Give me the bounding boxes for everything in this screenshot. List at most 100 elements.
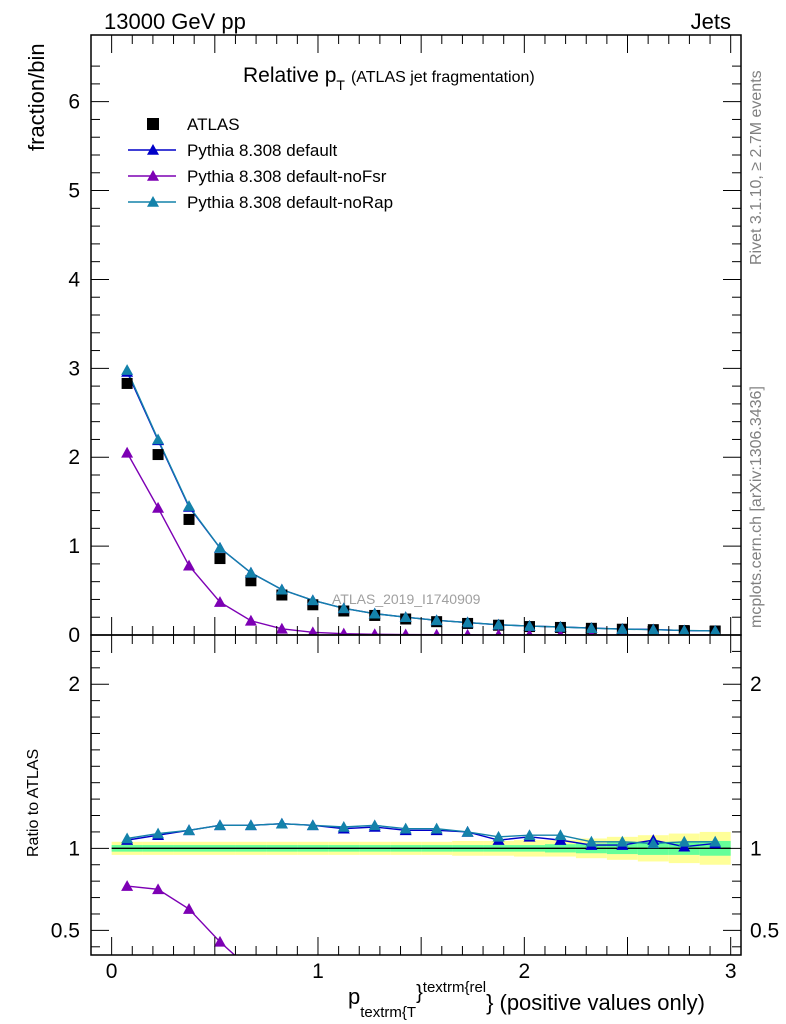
ratio-data-point-2 [121,832,134,844]
data-point-series-3 [306,594,319,606]
y-tick-label: 5 [68,180,80,203]
ratio-data-point-2 [306,819,319,831]
legend-marker-3 [147,196,159,207]
ratio-y-tick-label: 0.5 [51,919,80,942]
data-point-series-2 [339,627,348,635]
data-point-atlas [214,553,226,565]
data-point-atlas [152,449,164,461]
x-axis-label-superscript: textrm{rel [423,979,486,996]
ratio-data-point-2 [152,827,165,839]
rivet-version-label: Rivet 3.1.10, ≥ 2.7M events [748,70,765,265]
data-point-series-3 [399,611,412,623]
data-point-series-3 [183,500,196,511]
ratio-data-point-2 [647,837,660,849]
x-axis-label-subscript: textrm{T [360,1004,416,1021]
data-point-series-3 [337,602,350,614]
main-y-axis-label: fraction/bin [24,43,49,151]
data-point-series-2 [526,628,533,635]
ratio-data-point-2 [368,819,381,831]
data-point-series-2 [152,501,165,513]
ratio-y-tick-label: 2 [68,673,80,696]
ratio-data-point-1 [152,883,165,895]
data-point-atlas [245,575,257,587]
ratio-y-tick-label-right: 0.5 [750,919,779,942]
ratio-series-line-2 [127,823,716,845]
header-jets-label: Jets [691,9,731,34]
data-point-series-3 [709,624,721,635]
data-point-atlas [121,377,133,389]
legend-label-2: Pythia 8.308 default-noFsr [187,167,387,186]
mcplots-label: mcplots.cern.ch [arXiv:1306.3436] [748,386,765,628]
data-point-series-2 [213,596,226,607]
ratio-data-point-1 [462,1004,474,1015]
series-line-2 [126,452,716,635]
ratio-data-point-1 [245,964,257,975]
y-tick-label: 4 [68,268,80,291]
data-point-series-3 [647,623,660,635]
data-point-series-2 [495,628,502,635]
chart-title-paren: (ATLAS jet fragmentation) [351,69,535,86]
data-point-series-3 [275,583,288,595]
data-point-series-3 [678,624,691,635]
data-point-series-2 [464,628,472,635]
ratio-data-point-2 [709,835,722,847]
chart-title-main: Relative p [243,64,336,87]
chart-title: Relative pT (ATLAS jet fragmentation) [243,64,535,93]
data-point-series-2 [557,628,564,635]
ratio-data-point-1 [183,903,196,914]
ratio-data-point-2 [678,835,691,847]
ratio-data-point-1 [213,935,226,947]
ratio-data-point-2 [430,822,443,834]
y-tick-label: 1 [68,535,80,558]
ratio-data-point-2 [275,817,288,829]
data-point-series-3 [523,620,536,631]
data-point-series-2 [121,446,134,458]
analysis-watermark: ATLAS_2019_I1740909 [332,591,481,607]
ratio-data-point-2 [461,825,474,837]
header-energy-label: 13000 GeV pp [104,9,246,34]
x-axis-label-brace1: } [416,982,423,1004]
data-point-series-2 [433,628,441,635]
ratio-data-point-1 [709,1006,721,1017]
ratio-data-point-2 [337,821,350,832]
y-tick-label: 3 [68,357,80,380]
data-point-series-3 [121,364,134,375]
chart-title-subscript: T [336,77,345,93]
main-panel: ATLAS_2019_I1740909 0 1 2 3 4 5 6 fraction/bin… [24,34,742,647]
legend: ATLAS Pythia 8.308 default Pythia 8.308 de… [128,115,393,212]
ratio-plot-frame [90,634,742,956]
data-point-series-2 [275,622,288,634]
y-tick-label: 6 [68,91,80,114]
ratio-data-point-2 [585,835,598,847]
data-point-series-2 [244,614,257,626]
data-point-series-2 [308,626,318,635]
data-point-atlas [276,589,288,601]
ratio-panel: 0.5 0.5 1 1 2 2 0 1 2 3 Ratio to ATLAS ptextrm{T}… [25,634,779,1021]
legend-label-0: ATLAS [187,115,240,134]
ratio-data-point-1 [121,880,134,891]
data-point-atlas [183,513,195,525]
x-tick-label: 2 [518,960,530,983]
x-tick-label: 1 [312,960,324,983]
data-point-series-2 [183,559,196,571]
data-point-series-3 [368,607,381,619]
data-point-series-3 [585,622,598,633]
ratio-data-point-2 [213,819,226,831]
ratio-data-point-2 [244,819,257,831]
x-tick-label: 0 [106,960,118,983]
ratio-data-point-1 [307,992,319,1003]
y-tick-label: 0 [68,624,80,647]
ratio-data-point-1 [431,1003,443,1014]
data-point-series-3 [213,541,226,553]
data-point-series-3 [616,623,629,634]
ratio-data-point-2 [399,822,412,834]
y-tick-label: 2 [68,446,80,469]
x-tick-label: 3 [725,960,737,983]
legend-marker-2 [147,170,159,181]
ratio-data-point-2 [523,829,536,841]
x-axis-label-brace2: } [486,990,493,1015]
ratio-data-point-2 [554,829,567,841]
data-point-series-3 [430,614,443,626]
legend-label-1: Pythia 8.308 default [187,141,338,160]
